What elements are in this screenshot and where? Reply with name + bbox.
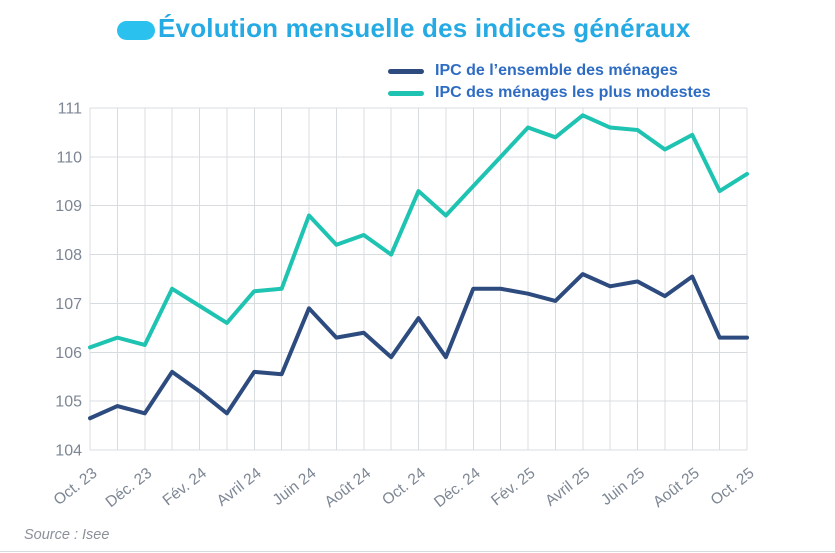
x-tick-label: Août 24 (322, 465, 375, 512)
y-tick-label: 108 (55, 247, 82, 264)
y-tick-label: 104 (55, 443, 82, 460)
series-line-ipc-ensemble (88, 272, 749, 421)
x-tick-label: Oct. 25 (708, 465, 758, 509)
legend-label-ipc-ensemble: IPC de l’ensemble des ménages (435, 62, 678, 79)
source-caption: Source : Isee (24, 527, 110, 543)
x-tick-label: Déc. 24 (431, 465, 484, 512)
title-pill-icon (117, 21, 155, 40)
chart-title: Évolution mensuelle des indices généraux (158, 13, 691, 43)
legend-line-swatch-teal (388, 90, 424, 96)
x-tick-label: Avril 24 (214, 465, 265, 510)
x-tick-label: Fév. 24 (160, 465, 211, 510)
legend-label-ipc-modestes: IPC des ménages les plus modestes (435, 84, 711, 101)
x-tick-label: Fév. 25 (488, 465, 538, 510)
y-tick-label: 105 (55, 394, 82, 411)
x-tick-label: Avril 25 (542, 465, 593, 510)
legend-item-ipc-ensemble: IPC de l’ensemble des ménages (388, 60, 711, 82)
y-tick-label: 110 (56, 149, 82, 166)
x-tick-label: Juin 25 (598, 465, 648, 509)
bottom-divider (0, 551, 835, 552)
series-line-ipc-modestes (88, 113, 749, 350)
y-tick-label: 107 (55, 296, 82, 313)
legend: IPC de l’ensemble des ménages IPC des mé… (388, 60, 711, 104)
y-tick-label: 109 (55, 198, 82, 215)
y-tick-label: 106 (55, 345, 82, 362)
x-tick-label: Déc. 23 (103, 465, 156, 511)
x-tick-label: Juin 24 (270, 465, 320, 509)
x-tick-label: Oct. 24 (379, 465, 429, 509)
x-tick-label: Août 25 (650, 465, 703, 511)
y-tick-label: 111 (58, 101, 82, 118)
legend-item-ipc-modestes: IPC des ménages les plus modestes (388, 82, 711, 104)
x-tick-label: Oct. 23 (51, 465, 101, 509)
legend-line-swatch-navy (388, 68, 424, 74)
